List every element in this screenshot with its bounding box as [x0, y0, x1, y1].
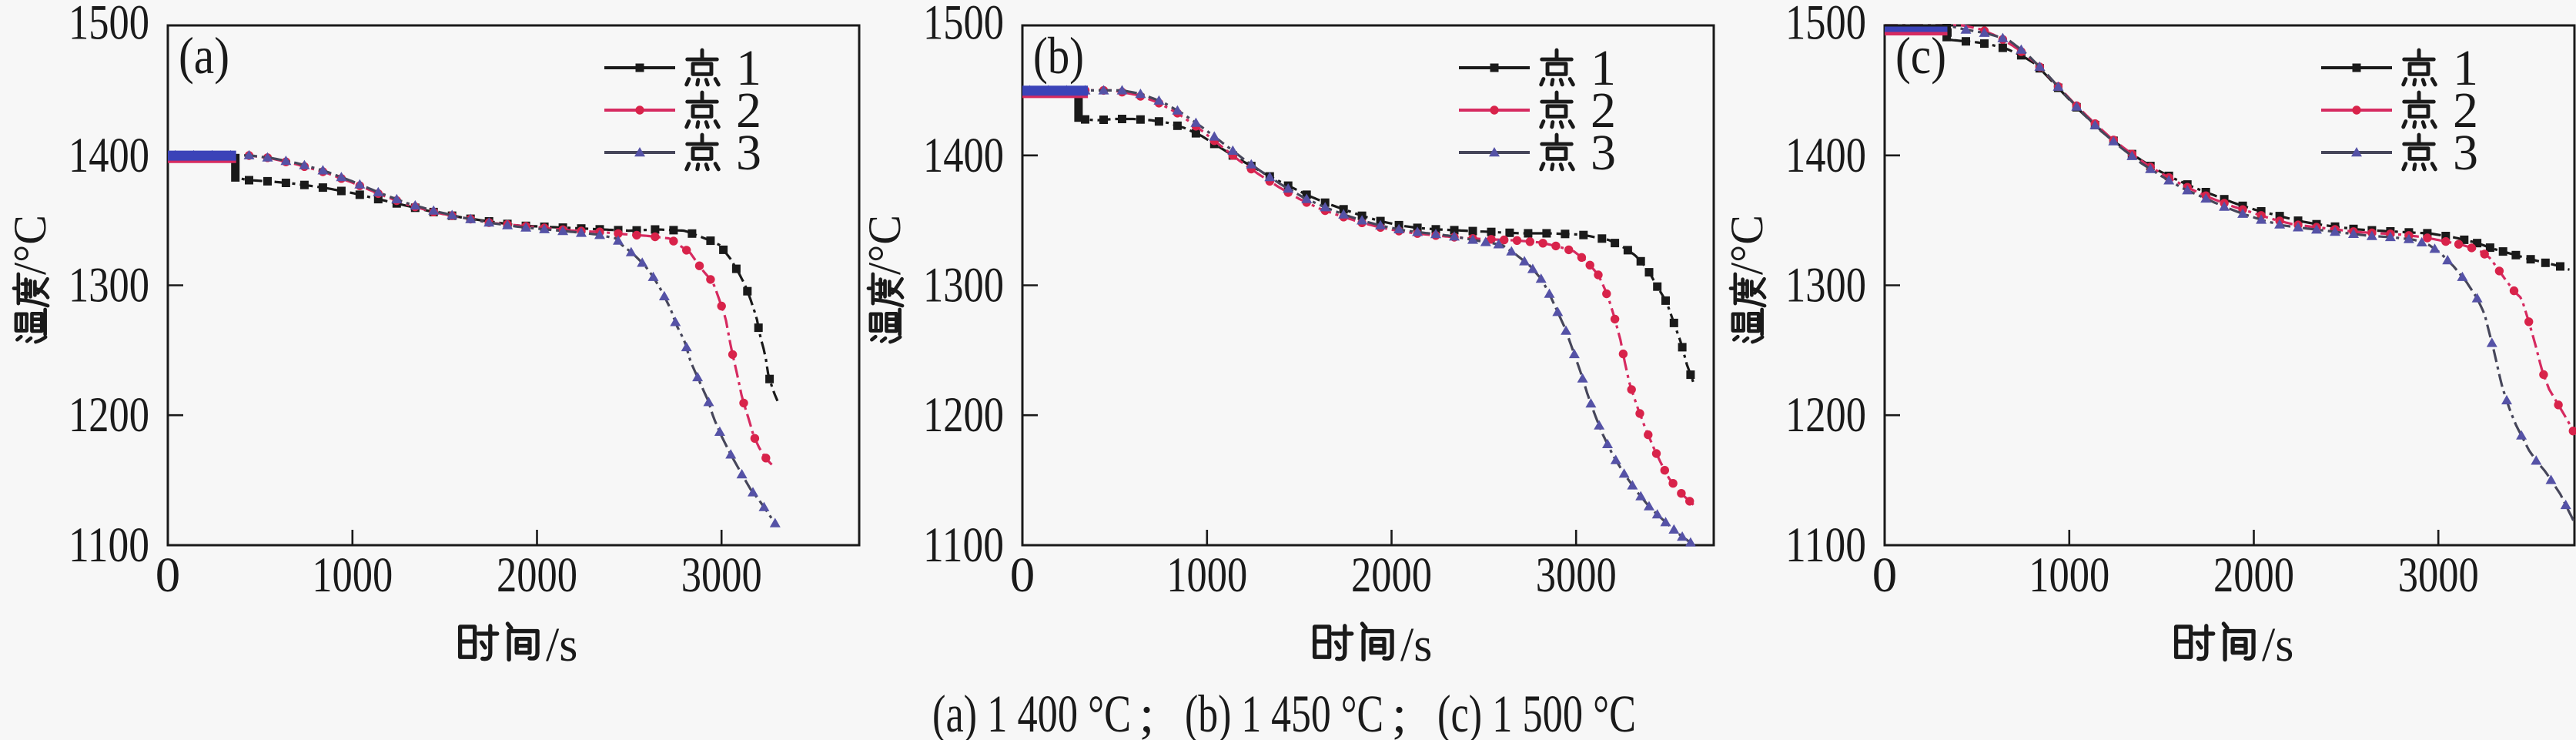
svg-text:0: 0 — [1872, 547, 1898, 603]
svg-text:1000: 1000 — [312, 547, 393, 603]
svg-text:1: 1 — [2453, 40, 2478, 96]
svg-text:/°C: /°C — [5, 215, 55, 275]
svg-text:1500: 1500 — [69, 0, 149, 51]
svg-text:3000: 3000 — [1536, 547, 1617, 603]
svg-text:2: 2 — [2453, 82, 2478, 139]
svg-text:/°C: /°C — [859, 215, 910, 275]
svg-text:1200: 1200 — [69, 387, 149, 443]
svg-text:/s: /s — [2262, 619, 2293, 671]
svg-text:1300: 1300 — [923, 258, 1004, 313]
svg-text:0: 0 — [156, 547, 181, 603]
svg-text:3000: 3000 — [2398, 547, 2479, 603]
svg-text:3: 3 — [1591, 125, 1616, 181]
svg-text:1100: 1100 — [1785, 517, 1866, 573]
svg-text:(b): (b) — [1033, 26, 1084, 85]
svg-text:1400: 1400 — [1785, 128, 1866, 183]
svg-text:(a) 1 400 °C: (a) 1 400 °C — [932, 685, 1131, 740]
svg-text:0: 0 — [1010, 547, 1035, 603]
svg-text:1300: 1300 — [1785, 258, 1866, 313]
svg-text:1500: 1500 — [923, 0, 1004, 51]
svg-text:1300: 1300 — [69, 258, 149, 313]
svg-text:2000: 2000 — [497, 547, 577, 603]
svg-text:2000: 2000 — [2213, 547, 2294, 603]
svg-text:(c): (c) — [1895, 26, 1946, 85]
svg-text:;: ; — [1392, 685, 1407, 740]
svg-text:(b) 1 450 °C: (b) 1 450 °C — [1185, 685, 1383, 740]
svg-text:1100: 1100 — [69, 517, 149, 573]
svg-text:1200: 1200 — [923, 387, 1004, 443]
svg-text:2: 2 — [736, 82, 761, 139]
svg-text:1000: 1000 — [1166, 547, 1247, 603]
svg-text:1400: 1400 — [69, 128, 149, 183]
svg-text:/s: /s — [546, 619, 577, 671]
svg-text:2: 2 — [1591, 82, 1616, 139]
svg-text:/s: /s — [1400, 619, 1432, 671]
svg-text:1: 1 — [1591, 40, 1616, 96]
svg-text:1400: 1400 — [923, 128, 1004, 183]
svg-text:1000: 1000 — [2029, 547, 2109, 603]
svg-text:3: 3 — [736, 125, 761, 181]
svg-text:(c) 1 500 °C: (c) 1 500 °C — [1437, 685, 1636, 740]
svg-text:1500: 1500 — [1785, 0, 1866, 51]
svg-text:/°C: /°C — [1721, 215, 1772, 275]
svg-text:1: 1 — [736, 40, 761, 96]
svg-text:2000: 2000 — [1351, 547, 1432, 603]
svg-text:3000: 3000 — [681, 547, 762, 603]
svg-text:3: 3 — [2453, 125, 2478, 181]
svg-text:1100: 1100 — [923, 517, 1004, 573]
svg-text:1200: 1200 — [1785, 387, 1866, 443]
svg-text:(a): (a) — [179, 26, 229, 85]
svg-text:;: ; — [1139, 685, 1154, 740]
